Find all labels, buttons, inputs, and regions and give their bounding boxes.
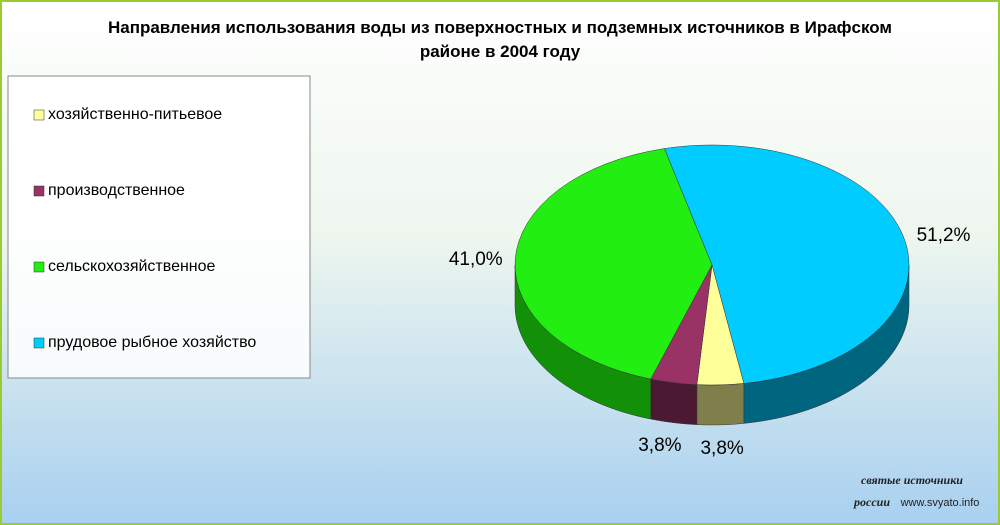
legend: хозяйственно-питьевое производственное сел… [33, 106, 256, 351]
pie-slice [663, 144, 910, 384]
legend-label: производственное [48, 182, 185, 199]
chart-title: Направления использования воды из поверх… [107, 18, 893, 61]
legend-swatch [33, 337, 45, 349]
data-label: 3,8% [700, 438, 743, 459]
slice-side [696, 383, 745, 426]
legend-swatch [33, 109, 45, 121]
data-label: 41,0% [449, 249, 503, 270]
pie-sides [514, 264, 910, 426]
legend-box [7, 75, 311, 379]
slice-side [650, 378, 698, 425]
data-label: 51,2% [917, 225, 971, 246]
data-labels: 51,2% 3,8% 3,8% 41,0% [449, 225, 971, 459]
legend-swatch [33, 185, 45, 197]
pie-slice [514, 148, 713, 380]
data-label: 3,8% [638, 435, 681, 456]
watermark: святые источники [861, 473, 963, 487]
watermark: россии [853, 495, 890, 509]
legend-label: хозяйственно-питьевое [48, 106, 222, 123]
watermark: www.svyato.info [900, 497, 980, 509]
legend-label: сельскохозяйственное [48, 258, 216, 275]
pie-tops [514, 144, 910, 386]
legend-swatch [33, 261, 45, 273]
legend-label: прудовое рыбное хозяйство [48, 334, 256, 351]
title-box: Направления использования воды из поверх… [107, 18, 893, 61]
